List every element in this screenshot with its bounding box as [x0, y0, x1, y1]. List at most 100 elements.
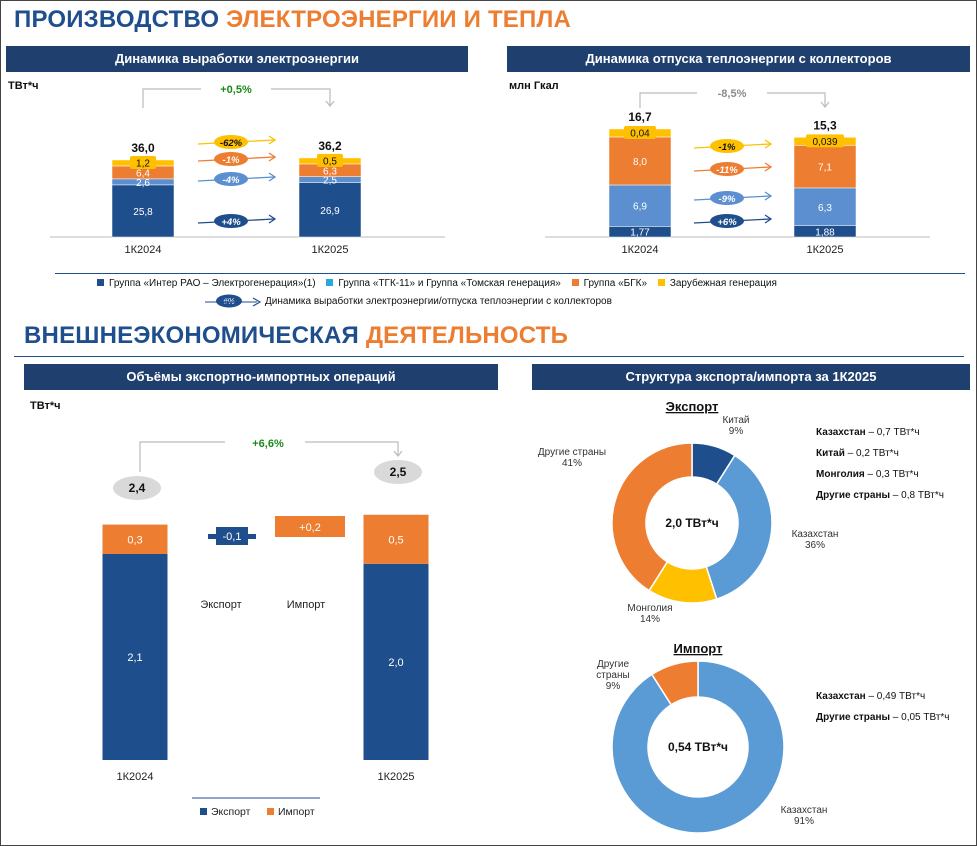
bar-value-label: 6,3	[323, 166, 337, 177]
note-line: Монголия – 0,3 ТВт*ч	[816, 469, 919, 480]
total-label: 2,4	[129, 481, 146, 495]
delta-export-label-bg	[216, 527, 248, 545]
note-value: – 0,49 ТВт*ч	[866, 691, 926, 702]
note-country: Другие страны	[816, 490, 890, 501]
slice-name-label: страны	[596, 670, 629, 681]
legend-badge-ellipse	[216, 294, 242, 308]
donut-slice	[705, 454, 773, 601]
legend-item-foreign: Зарубежная генерация	[657, 278, 777, 289]
bar-value-label: 0,3	[127, 534, 142, 546]
change-badge-text: +4%	[221, 217, 241, 228]
bar-value-label: 7,1	[818, 163, 832, 174]
note-country: Другие страны	[816, 712, 890, 723]
donut-slice	[611, 660, 785, 834]
change-badge	[214, 214, 248, 228]
note-value: – 0,7 ТВт*ч	[866, 427, 920, 438]
small-value-label-bg	[317, 153, 343, 167]
slice-name-label: Китай	[722, 415, 749, 426]
total-badge	[113, 476, 161, 500]
bar-segment-3	[793, 145, 857, 189]
legend-swatch-orange	[571, 279, 579, 286]
donut-center-label: 2,0 ТВт*ч	[665, 516, 718, 530]
slice-name-label: Казахстан	[792, 529, 839, 540]
bar-value-label: 2,6	[136, 178, 150, 189]
bar-value-label: 1,88	[815, 227, 835, 238]
change-badge-text: -1%	[223, 155, 240, 166]
legend-electricity-heat: Группа «Интер РАО – Электрогенерация»(1)…	[97, 278, 777, 289]
donut-slice	[650, 660, 699, 706]
note-value: – 0,2 ТВт*ч	[845, 448, 899, 459]
bar-value-label: 26,9	[320, 206, 340, 217]
bar-segment-2	[608, 184, 672, 227]
bar-end-export	[363, 563, 429, 760]
section-title-foreign-trade: ВНЕШНЕЭКОНОМИЧЕСКАЯ ДЕЯТЕЛЬНОСТЬ	[24, 322, 569, 349]
bar-value-label: 0,04	[630, 128, 650, 139]
legend-dynamic-label: Динамика выработки электроэнергии/отпуск…	[265, 296, 612, 307]
small-value-label-bg	[806, 134, 844, 148]
total-label: 16,7	[628, 110, 652, 124]
bar-start-export	[102, 554, 168, 760]
legend-swatch-navy	[97, 279, 104, 286]
change-arrowhead	[268, 135, 277, 145]
delta-export-value: -0,1	[223, 531, 242, 543]
change-arrowhead	[764, 214, 773, 224]
change-arrowhead	[764, 139, 773, 149]
unit-export-import: ТВт*ч	[30, 400, 61, 412]
donut-slice	[611, 442, 693, 592]
category-label: 1К2025	[378, 771, 415, 783]
note-line: Казахстан – 0,7 ТВт*ч	[816, 427, 920, 438]
bracket-left	[139, 441, 225, 472]
legend-swatch-export	[200, 808, 207, 815]
category-label: 1К2024	[622, 244, 659, 256]
panel-title-electricity: Динамика выработки электроэнергии	[6, 46, 468, 72]
change-badge	[214, 172, 248, 186]
bracket-arrowhead	[325, 100, 335, 107]
donut-center-label: 0,54 ТВт*ч	[668, 740, 728, 754]
heat-chart: 1,77 6,9 8,0 0,04 1К2024 16,7 1,88 6,3 7,1 0,039 1…	[545, 88, 930, 256]
total-change-label: +0,5%	[220, 84, 252, 96]
change-badge	[710, 162, 744, 176]
total-label: 36,2	[318, 139, 342, 153]
bar-value-label: 2,1	[127, 652, 142, 664]
category-label: 1К2025	[312, 244, 349, 256]
change-badge-text: +6%	[717, 217, 737, 228]
small-value-label-bg	[624, 125, 656, 139]
bracket-arrowhead	[393, 450, 403, 457]
slice-percent-label: 9%	[606, 681, 621, 692]
panel-title-structure: Структура экспорта/импорта за 1К2025	[532, 364, 970, 390]
small-value-label-bg	[130, 155, 156, 169]
legend-item-inter-rao: Группа «Интер РАО – Электрогенерация»(1)	[97, 278, 316, 289]
bar-value-label: 0,5	[388, 534, 403, 546]
total-change-label: +6,6%	[252, 438, 284, 450]
total-change-label: -8,5%	[718, 88, 747, 100]
slice-name-label: Казахстан	[781, 805, 828, 816]
change-badge	[710, 191, 744, 205]
delta-export-name: Экспорт	[200, 599, 241, 611]
export-import-chart: 2,1 0,3 2,0 0,5 -0,1 Экспорт +0,2 Импорт 1К2024 1…	[102, 438, 429, 818]
delta-import-name: Импорт	[287, 599, 325, 611]
bar-value-label: 6,3	[818, 203, 832, 214]
note-value: – 0,8 ТВт*ч	[890, 490, 944, 501]
bar-value-label: 6,4	[136, 168, 150, 179]
bar-start-import	[102, 524, 168, 554]
note-country: Китай	[816, 448, 845, 459]
note-line: Казахстан – 0,49 ТВт*ч	[816, 691, 925, 702]
bar-value-label: 1,2	[136, 158, 150, 169]
bracket-arrowhead	[820, 101, 830, 108]
bar-value-label: 0,5	[323, 156, 337, 167]
category-label: 1К2025	[807, 244, 844, 256]
change-badge-text: -1%	[719, 142, 736, 153]
note-line: Другие страны – 0,8 ТВт*ч	[816, 490, 944, 501]
bar-value-label: 0,039	[812, 137, 837, 148]
change-badge	[710, 139, 744, 153]
delta-import-value: +0,2	[299, 522, 321, 534]
slice-percent-label: 14%	[640, 614, 660, 625]
note-value: – 0,05 ТВт*ч	[890, 712, 950, 723]
bar-value-label: 25,8	[133, 207, 153, 218]
bar-value-label: 2,5	[323, 176, 337, 187]
bar-value-label: 6,9	[633, 202, 647, 213]
change-arrowhead	[268, 214, 277, 224]
bar-value-label: 1,77	[630, 228, 650, 239]
change-arrowhead	[764, 191, 773, 201]
bar-value-label: 2,0	[388, 657, 403, 669]
